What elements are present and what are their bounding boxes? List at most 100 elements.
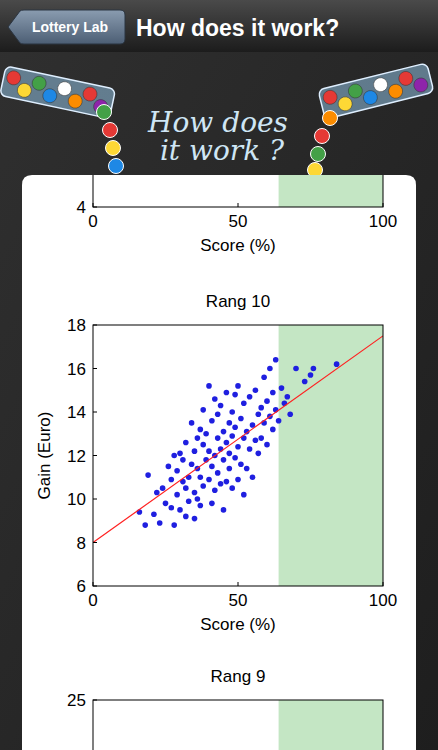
data-point [244, 466, 250, 472]
y-tick-label: 6 [77, 577, 86, 596]
data-point [192, 448, 198, 454]
data-point [302, 379, 308, 385]
y-tick-label: 18 [67, 316, 86, 335]
ball [372, 76, 389, 93]
data-point [264, 398, 270, 404]
data-point [308, 372, 314, 378]
data-point [195, 435, 201, 441]
data-point [186, 498, 192, 504]
data-point [261, 374, 267, 380]
x-tick [93, 203, 94, 207]
score-zone [279, 175, 383, 207]
data-point [171, 522, 177, 528]
data-point [180, 457, 186, 463]
data-point [212, 488, 218, 494]
data-point [270, 427, 276, 433]
x-tick [238, 203, 239, 207]
data-point [255, 451, 261, 457]
data-point [183, 485, 189, 491]
ball [397, 70, 414, 87]
y-tick [93, 412, 97, 413]
data-point [154, 490, 160, 496]
y-tick-label: 16 [67, 360, 86, 379]
data-point [276, 418, 282, 424]
chart: 050100681012141618Score (%)Gain (Euro)Ra… [35, 292, 397, 634]
ball-tube [318, 63, 434, 119]
data-point [192, 516, 198, 522]
data-point [334, 361, 340, 367]
chart-title: Rang 9 [211, 667, 266, 686]
y-tick-label: 14 [67, 403, 86, 422]
ball [103, 123, 118, 138]
data-point [227, 466, 233, 472]
plot-frame [93, 175, 383, 207]
data-point [221, 457, 227, 463]
data-point [198, 503, 204, 509]
data-point [198, 474, 204, 480]
ball [315, 129, 330, 144]
back-button[interactable] [8, 10, 125, 44]
ball [41, 87, 58, 104]
y-tick [93, 455, 97, 456]
x-tick-label: 0 [88, 212, 97, 231]
data-point [206, 383, 212, 389]
ball [16, 82, 33, 99]
data-point [177, 451, 183, 457]
plot-area [279, 700, 383, 750]
data-point [267, 366, 273, 372]
back-label: Lottery Lab [32, 19, 108, 35]
data-point [189, 461, 195, 467]
score-zone [279, 700, 383, 750]
data-point [255, 411, 261, 417]
data-point [215, 435, 221, 441]
chart-title: Rang 10 [206, 292, 270, 311]
data-point [163, 501, 169, 507]
data-point [215, 411, 221, 417]
data-point [177, 507, 183, 513]
y-tick-label: 4 [77, 198, 86, 217]
x-tick-label: 0 [88, 591, 97, 610]
data-point [160, 485, 166, 491]
data-point [215, 470, 221, 476]
chart: 0501004Score (%) [77, 175, 398, 255]
data-point [198, 427, 204, 433]
chart: 25Rang 9 [67, 667, 383, 750]
ball [97, 105, 112, 120]
x-tick [383, 203, 384, 207]
x-tick-label: 50 [229, 591, 248, 610]
data-point [232, 424, 238, 430]
x-axis-title: Score (%) [200, 615, 276, 634]
ball-tube [0, 66, 116, 119]
x-tick-label: 50 [229, 212, 248, 231]
banner-text: it work ? [160, 134, 285, 167]
x-tick [93, 582, 94, 586]
plot-frame [93, 325, 383, 586]
plot-area [93, 325, 383, 586]
y-tick [93, 207, 97, 208]
x-tick [238, 582, 239, 586]
x-tick-label: 100 [369, 591, 397, 610]
data-point [247, 446, 253, 452]
ball [347, 83, 364, 100]
ball [311, 147, 326, 162]
data-point [166, 464, 172, 470]
score-zone [279, 325, 383, 586]
fit-line [93, 336, 383, 543]
y-tick [93, 368, 97, 369]
data-point [287, 411, 293, 417]
y-tick [93, 325, 97, 326]
data-point [253, 437, 259, 443]
data-point [227, 451, 233, 457]
data-point [189, 420, 195, 426]
tube-glass [0, 66, 116, 119]
data-point [206, 477, 212, 483]
data-point [157, 520, 163, 526]
data-point [203, 431, 209, 437]
data-point [206, 448, 212, 454]
data-point [238, 416, 244, 422]
data-point [311, 366, 317, 372]
data-point [221, 429, 227, 435]
data-point [192, 490, 198, 496]
data-point [253, 387, 259, 393]
ball [412, 76, 429, 93]
